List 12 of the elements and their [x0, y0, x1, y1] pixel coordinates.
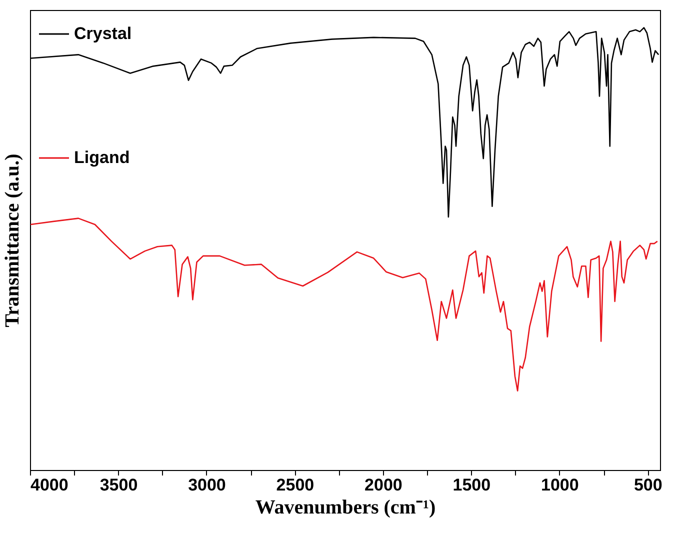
- x-axis-title: Wavenumbers (cm⁻¹): [255, 496, 436, 518]
- x-tick-label: 500: [634, 476, 662, 494]
- x-tick-label: 2000: [364, 476, 402, 494]
- y-axis-title: Transmittance (a.u.): [2, 154, 24, 328]
- legend-label: Crystal: [74, 24, 132, 43]
- legend-label: Ligand: [74, 148, 130, 167]
- x-tick-label: 4000: [30, 476, 68, 494]
- x-tick-label: 3500: [100, 476, 138, 494]
- x-tick-label: 2500: [276, 476, 314, 494]
- x-tick-label: 1500: [452, 476, 491, 494]
- x-tick-label: 1000: [541, 476, 579, 494]
- x-tick-label: 3000: [188, 476, 226, 494]
